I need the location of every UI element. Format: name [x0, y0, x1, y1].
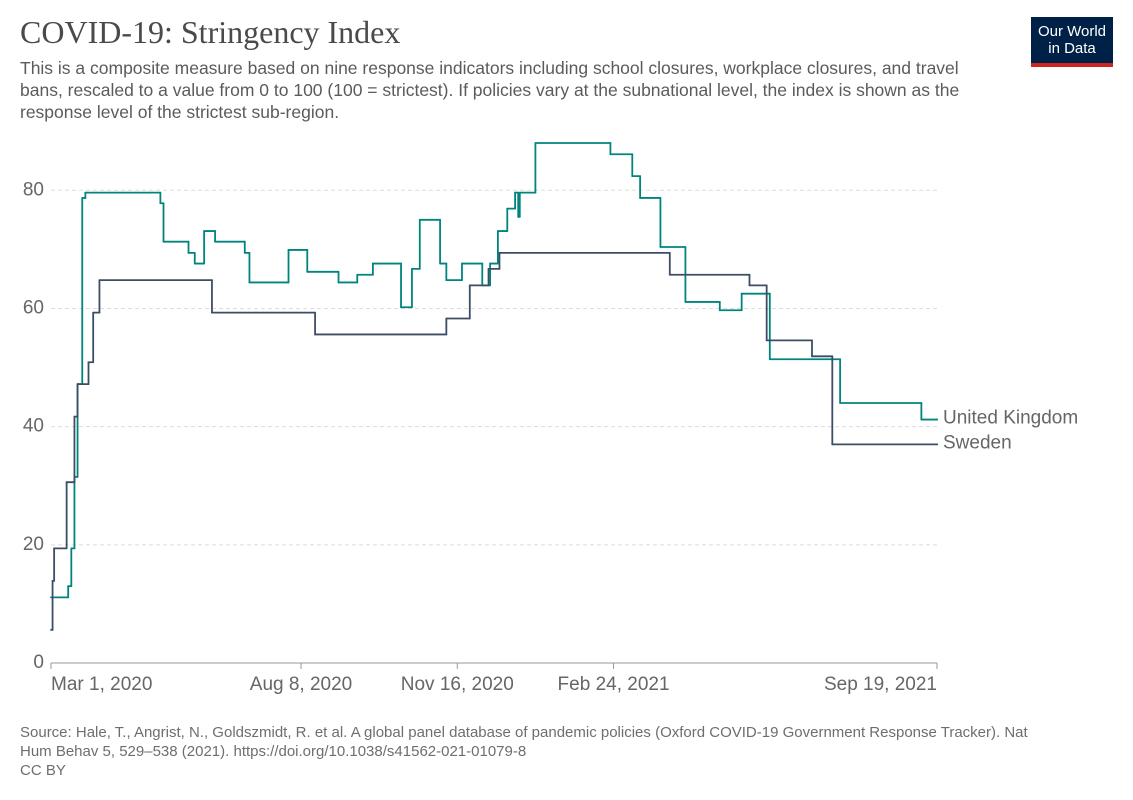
logo-text: in Data — [1048, 40, 1096, 57]
y-tick-label: 20 — [23, 534, 44, 555]
x-tick-label: Feb 24, 2021 — [558, 674, 670, 695]
y-tick-label: 60 — [23, 297, 44, 318]
logo[interactable]: Our World in Data — [1031, 17, 1113, 67]
series-label: Sweden — [943, 432, 1012, 453]
y-tick-label: 80 — [23, 179, 44, 200]
series-label: United Kingdom — [943, 408, 1078, 429]
chart-title: COVID-19: Stringency Index — [20, 14, 401, 50]
y-tick-label: 40 — [23, 416, 44, 437]
license: CC BY — [20, 762, 66, 779]
x-tick-label: Aug 8, 2020 — [250, 674, 352, 695]
chart-subtitle: This is a composite measure based on nin… — [20, 58, 960, 122]
source-note: Source: Hale, T., Angrist, N., Goldszmid… — [20, 724, 1028, 760]
x-tick-label: Nov 16, 2020 — [401, 674, 514, 695]
logo-text: Our World — [1037, 23, 1107, 40]
x-tick-label: Mar 1, 2020 — [51, 674, 152, 695]
y-tick-label: 0 — [33, 652, 44, 673]
x-tick-label: Sep 19, 2021 — [824, 674, 937, 695]
